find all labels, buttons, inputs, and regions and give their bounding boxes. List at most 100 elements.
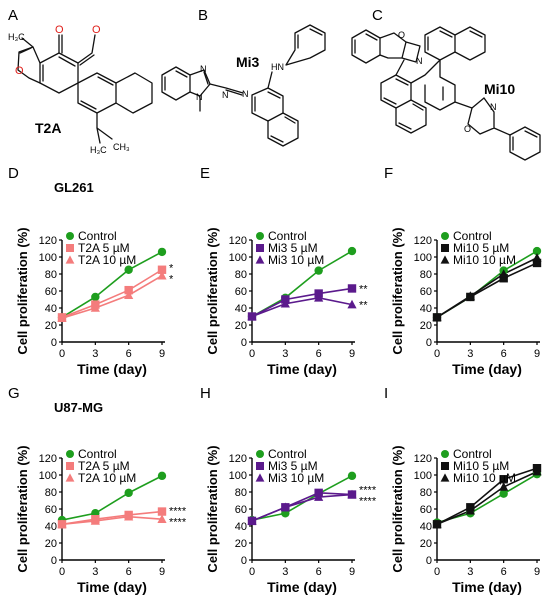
y-tick-label: 60: [235, 286, 247, 298]
legend-marker-2: [255, 473, 265, 482]
data-point-0: [314, 266, 323, 275]
y-tick-label: 120: [39, 453, 57, 465]
legend-marker-1: [441, 462, 449, 470]
significance-marker: *: [169, 263, 174, 275]
series-line-0: [61, 251, 163, 319]
chart-gl261-mi10: 0 20 40 60 80 100 120 0 3 6 9 Time (day) Cell prolif…: [390, 227, 542, 377]
data-point-1: [124, 285, 133, 295]
x-axis-label: Time (day): [452, 579, 522, 595]
x-axis-label: Time (day): [77, 579, 147, 595]
y-tick-label: 80: [420, 269, 432, 281]
atom-n-2: N: [196, 92, 203, 102]
y-tick-label: 40: [235, 521, 247, 533]
series-line-1: [61, 510, 163, 526]
y-tick-label: 100: [414, 470, 432, 482]
series-line-2: [61, 275, 163, 319]
data-point-2: [280, 502, 290, 512]
molecule-mi3: N N N N HN Mi3: [161, 24, 326, 147]
data-point-0: [347, 246, 357, 256]
series-line-2: [436, 470, 538, 526]
y-tick-label: 0: [51, 337, 57, 349]
y-tick-label: 40: [45, 521, 57, 533]
chart-u87-t2a: 0 20 40 60 80 100 120 0 3 6 9 Time (day) Cell prolif…: [15, 445, 187, 595]
y-tick-label: 120: [414, 453, 432, 465]
series-line-0: [61, 475, 163, 521]
panel-letter-e: E: [200, 165, 210, 182]
x-tick-label: 0: [434, 348, 440, 360]
legend-label-0: Control: [268, 229, 307, 243]
data-point-2: [532, 253, 542, 262]
legend-marker-1: [66, 462, 74, 470]
significance-marker: *: [169, 274, 174, 286]
series-line-1: [61, 269, 163, 319]
x-tick-label: 6: [501, 566, 507, 578]
legend-marker-2: [440, 255, 450, 264]
data-point-2: [314, 293, 324, 302]
legend-marker-0: [441, 450, 449, 458]
legend-marker-0: [256, 232, 264, 240]
data-point-0: [91, 292, 100, 302]
legend-label-1: Mi3 5 µM: [268, 241, 318, 255]
legend-marker-1: [256, 462, 264, 470]
data-point-2: [157, 514, 167, 523]
y-tick-label: 20: [420, 538, 432, 550]
data-point-2: [57, 313, 67, 322]
y-tick-label: 80: [235, 269, 247, 281]
data-point-0: [157, 471, 167, 481]
x-tick-label: 3: [467, 566, 473, 578]
data-point-1: [347, 284, 357, 293]
y-tick-label: 80: [45, 487, 57, 499]
y-axis-label: Cell proliferation (%): [205, 445, 220, 572]
y-tick-label: 0: [241, 555, 247, 567]
data-point-0: [532, 246, 542, 256]
x-tick-label: 0: [249, 566, 255, 578]
x-tick-label: 0: [59, 566, 65, 578]
series-line-1: [251, 287, 353, 318]
legend-label-0: Control: [268, 447, 307, 461]
data-point-2: [532, 466, 542, 476]
y-tick-label: 40: [45, 303, 57, 315]
data-point-2: [157, 270, 167, 280]
data-point-0: [347, 471, 357, 481]
legend-marker-2: [255, 255, 265, 264]
data-point-2: [247, 311, 257, 321]
panel-letter-i: I: [384, 385, 388, 402]
legend-marker-2: [65, 473, 75, 482]
legend-marker-0: [256, 450, 264, 458]
y-tick-label: 120: [229, 453, 247, 465]
legend-label-1: Mi3 5 µM: [268, 459, 318, 473]
panel-letter-f: F: [384, 165, 393, 182]
data-point-2: [57, 519, 67, 529]
y-tick-label: 100: [39, 470, 57, 482]
y-axis-label: Cell proliferation (%): [205, 227, 220, 354]
data-point-2: [280, 298, 290, 308]
panel-letter-h: H: [200, 385, 211, 402]
panel-letter-d: D: [8, 165, 19, 182]
y-tick-label: 0: [426, 555, 432, 567]
x-tick-label: 0: [434, 566, 440, 578]
legend-label-2: Mi3 10 µM: [268, 471, 324, 485]
significance-marker: ****: [359, 485, 377, 497]
y-tick-label: 20: [235, 538, 247, 550]
x-axis-label: Time (day): [77, 361, 147, 377]
legend-label-2: Mi3 10 µM: [268, 253, 324, 267]
y-tick-label: 60: [235, 504, 247, 516]
y-tick-label: 0: [426, 337, 432, 349]
y-tick-label: 40: [235, 303, 247, 315]
series-line-2: [251, 493, 353, 522]
y-axis-label: Cell proliferation (%): [15, 227, 30, 354]
x-tick-label: 0: [249, 348, 255, 360]
legend-label-0: Control: [78, 447, 117, 461]
y-tick-label: 100: [229, 252, 247, 264]
x-axis-label: Time (day): [452, 361, 522, 377]
atom-n-top: N: [416, 56, 423, 66]
legend-label-1: T2A 5 µM: [78, 459, 130, 473]
y-tick-label: 100: [229, 470, 247, 482]
x-tick-label: 0: [59, 348, 65, 360]
y-tick-label: 60: [420, 286, 432, 298]
atom-oxygen-2: O: [92, 24, 101, 36]
y-tick-label: 40: [420, 303, 432, 315]
molecule-name-mi10: Mi10: [484, 81, 515, 97]
x-tick-label: 3: [92, 348, 98, 360]
atom-oxygen-furan: O: [15, 65, 24, 77]
